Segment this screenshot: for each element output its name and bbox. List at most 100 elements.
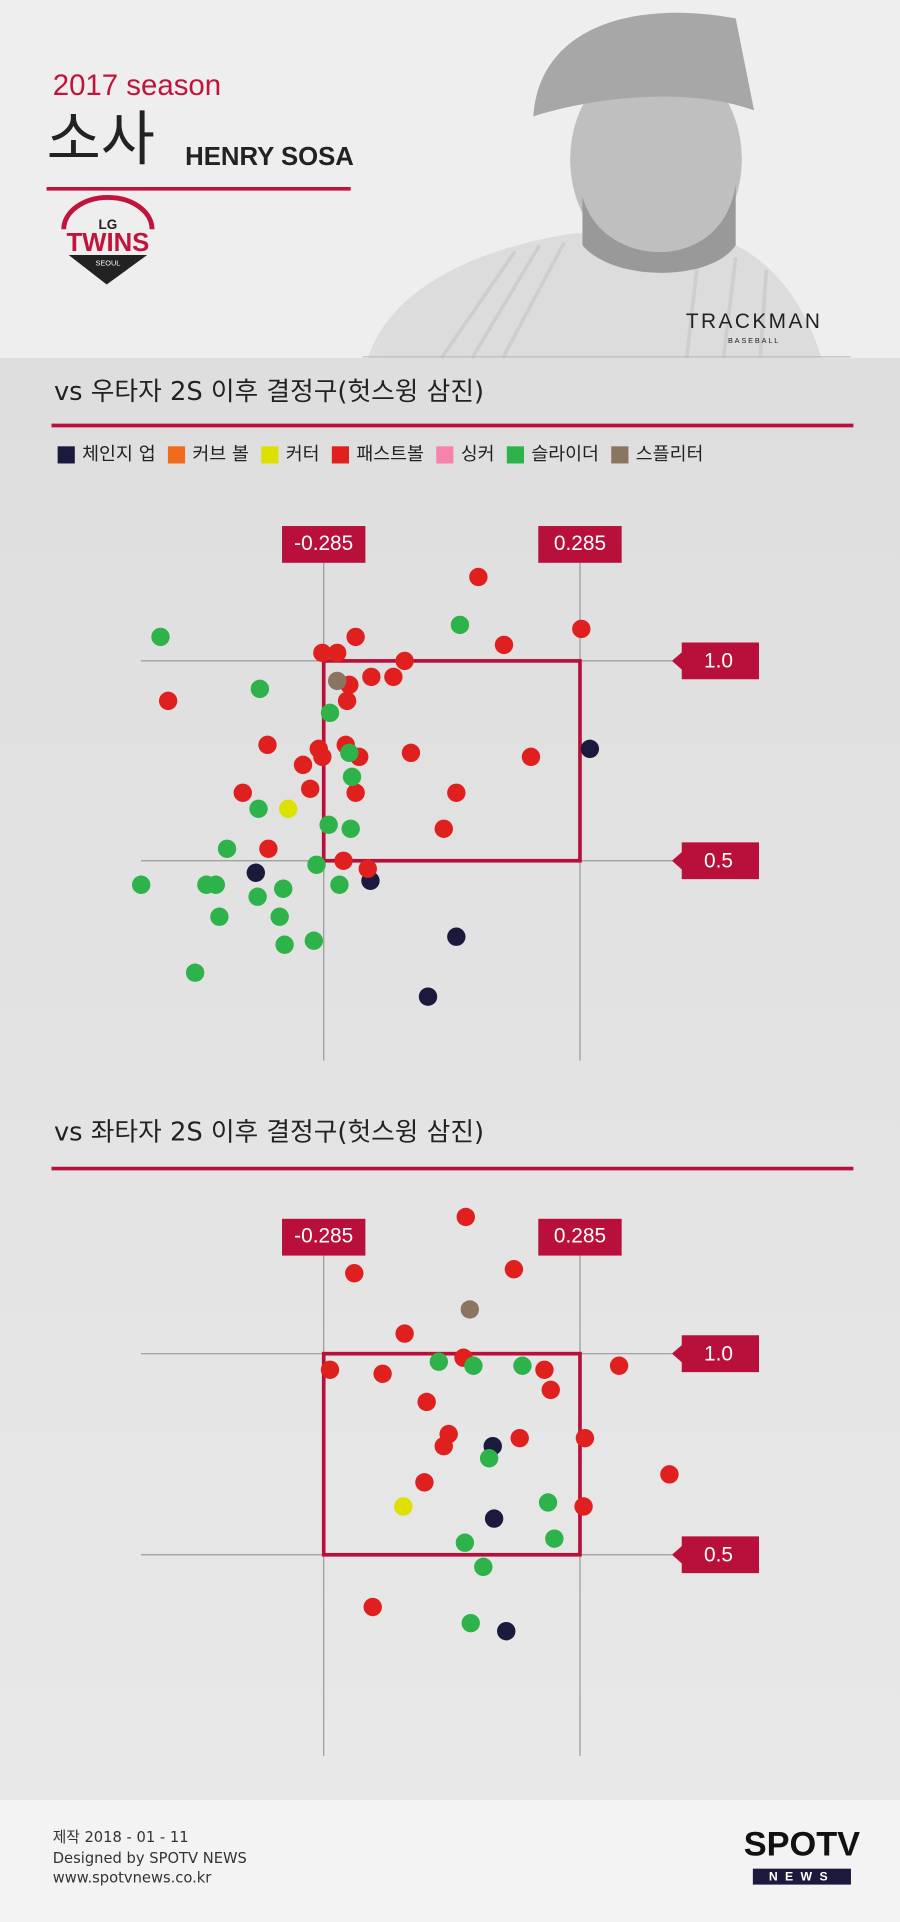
brand-sub: NEWS bbox=[769, 1869, 835, 1883]
pitch-point bbox=[460, 1300, 480, 1319]
pitch-point bbox=[334, 851, 353, 870]
pitch-point bbox=[429, 1352, 448, 1371]
chart-title: vs 우타자 2S 이후 결정구(헛스윙 삼진) bbox=[54, 377, 484, 407]
logo-top: LG bbox=[99, 217, 118, 232]
partner-sub: BASEBALL bbox=[728, 336, 780, 345]
pitch-point bbox=[484, 1509, 504, 1528]
legend-swatch bbox=[506, 446, 525, 464]
pitch-point bbox=[246, 863, 266, 882]
pitch-point bbox=[340, 743, 359, 763]
pitch-point bbox=[278, 799, 298, 818]
season: 2017 season bbox=[53, 69, 221, 102]
footer-date: 제작 2018 - 01 - 11 bbox=[53, 1829, 189, 1846]
x-tick-label: -0.285 bbox=[294, 532, 353, 555]
legend-label: 스플리터 bbox=[636, 444, 704, 465]
scatter-chart: vs 좌타자 2S 이후 결정구(헛스윙 삼진) 1.0 0.5 -0.285 0.28… bbox=[51, 1117, 854, 1756]
legend-swatch bbox=[167, 446, 186, 464]
pitch-point bbox=[320, 1360, 340, 1379]
pitch-point bbox=[327, 671, 347, 691]
pitch-point bbox=[233, 783, 252, 803]
pitch-point bbox=[342, 767, 362, 787]
y-tick-label: 1.0 bbox=[704, 1342, 733, 1365]
pitch-point bbox=[401, 743, 421, 763]
y-tick-box bbox=[671, 842, 759, 880]
pitch-point bbox=[275, 935, 294, 954]
pitch-point bbox=[319, 815, 338, 834]
pitch-point bbox=[574, 1497, 593, 1516]
pitch-point bbox=[341, 819, 360, 838]
legend-swatch bbox=[611, 446, 629, 464]
y-tick-box bbox=[671, 1335, 759, 1373]
pitch-point bbox=[395, 651, 414, 671]
pitch-point bbox=[538, 1493, 558, 1512]
chart-background bbox=[0, 358, 900, 1800]
pitch-point bbox=[461, 1613, 480, 1633]
pitch-point bbox=[545, 1529, 564, 1548]
pitch-point bbox=[249, 799, 268, 818]
pitch-point bbox=[363, 1597, 382, 1617]
pitch-point bbox=[346, 783, 365, 803]
x-tick-box bbox=[538, 526, 622, 563]
logo-pennant bbox=[68, 255, 148, 285]
legend-label: 패스트볼 bbox=[356, 444, 424, 465]
y-tick-box bbox=[671, 1536, 759, 1574]
pitch-point bbox=[345, 1264, 364, 1283]
pitch-point bbox=[270, 907, 289, 926]
pitch-point bbox=[418, 987, 438, 1006]
pitch-point bbox=[455, 1533, 475, 1552]
footer-designer: Designed by SPOTV NEWS bbox=[53, 1850, 247, 1867]
pitch-point bbox=[131, 875, 151, 894]
pitch-point bbox=[474, 1557, 493, 1577]
player-name-ko: 소사 bbox=[47, 105, 155, 174]
legend-swatch bbox=[57, 446, 75, 464]
pitch-point bbox=[293, 755, 313, 775]
x-tick-box bbox=[282, 1218, 366, 1256]
pitch-point bbox=[151, 627, 170, 647]
charts: vs 우타자 2S 이후 결정구(헛스윙 삼진) 체인지 업 커브 볼 커터 패스트볼 싱… bbox=[51, 377, 854, 1756]
pitch-point bbox=[258, 735, 277, 755]
pitch-point bbox=[337, 691, 357, 711]
brand-main: SPOTV bbox=[744, 1826, 860, 1864]
legend-label: 커터 bbox=[286, 444, 320, 465]
pitch-point bbox=[307, 855, 326, 874]
logo-main: TWINS bbox=[66, 229, 149, 257]
pitch-point bbox=[497, 1621, 516, 1641]
x-tick-label: -0.285 bbox=[294, 1225, 353, 1248]
pitch-point bbox=[210, 907, 229, 926]
logo-bottom: SEOUL bbox=[95, 259, 120, 268]
y-tick-label: 0.5 bbox=[704, 1543, 733, 1566]
y-tick-box bbox=[671, 642, 759, 680]
pitch-point bbox=[510, 1428, 529, 1448]
pitch-point bbox=[415, 1473, 434, 1492]
pitch-point bbox=[313, 747, 332, 767]
pitch-point bbox=[447, 927, 466, 946]
pitch-point bbox=[185, 963, 205, 982]
footer-background bbox=[0, 1799, 900, 1922]
player-photo bbox=[367, 12, 822, 360]
y-tick-label: 1.0 bbox=[704, 650, 733, 673]
pitch-point bbox=[609, 1356, 629, 1375]
pitch-point bbox=[313, 643, 332, 663]
legend-swatch bbox=[331, 446, 349, 464]
legend-label: 커브 볼 bbox=[192, 444, 249, 465]
pitch-point bbox=[504, 1260, 524, 1279]
legend-label: 싱커 bbox=[461, 444, 495, 465]
pitch-point bbox=[158, 691, 178, 711]
legend-label: 슬라이더 bbox=[531, 444, 599, 465]
pitch-point bbox=[434, 1436, 453, 1456]
partner-main: TRACKMAN bbox=[686, 310, 823, 333]
x-tick-label: 0.285 bbox=[554, 1225, 606, 1248]
pitch-point bbox=[572, 619, 591, 639]
pitch-point bbox=[479, 1449, 499, 1468]
logo-arc bbox=[61, 194, 155, 230]
pitch-point bbox=[250, 679, 270, 699]
legend-swatch bbox=[261, 446, 279, 464]
pitch-point bbox=[456, 1207, 475, 1227]
pitch-point bbox=[394, 1497, 413, 1516]
pitch-point bbox=[434, 819, 453, 838]
pitch-point bbox=[535, 1360, 554, 1379]
pitch-point bbox=[513, 1356, 532, 1375]
pitch-point bbox=[304, 931, 324, 950]
